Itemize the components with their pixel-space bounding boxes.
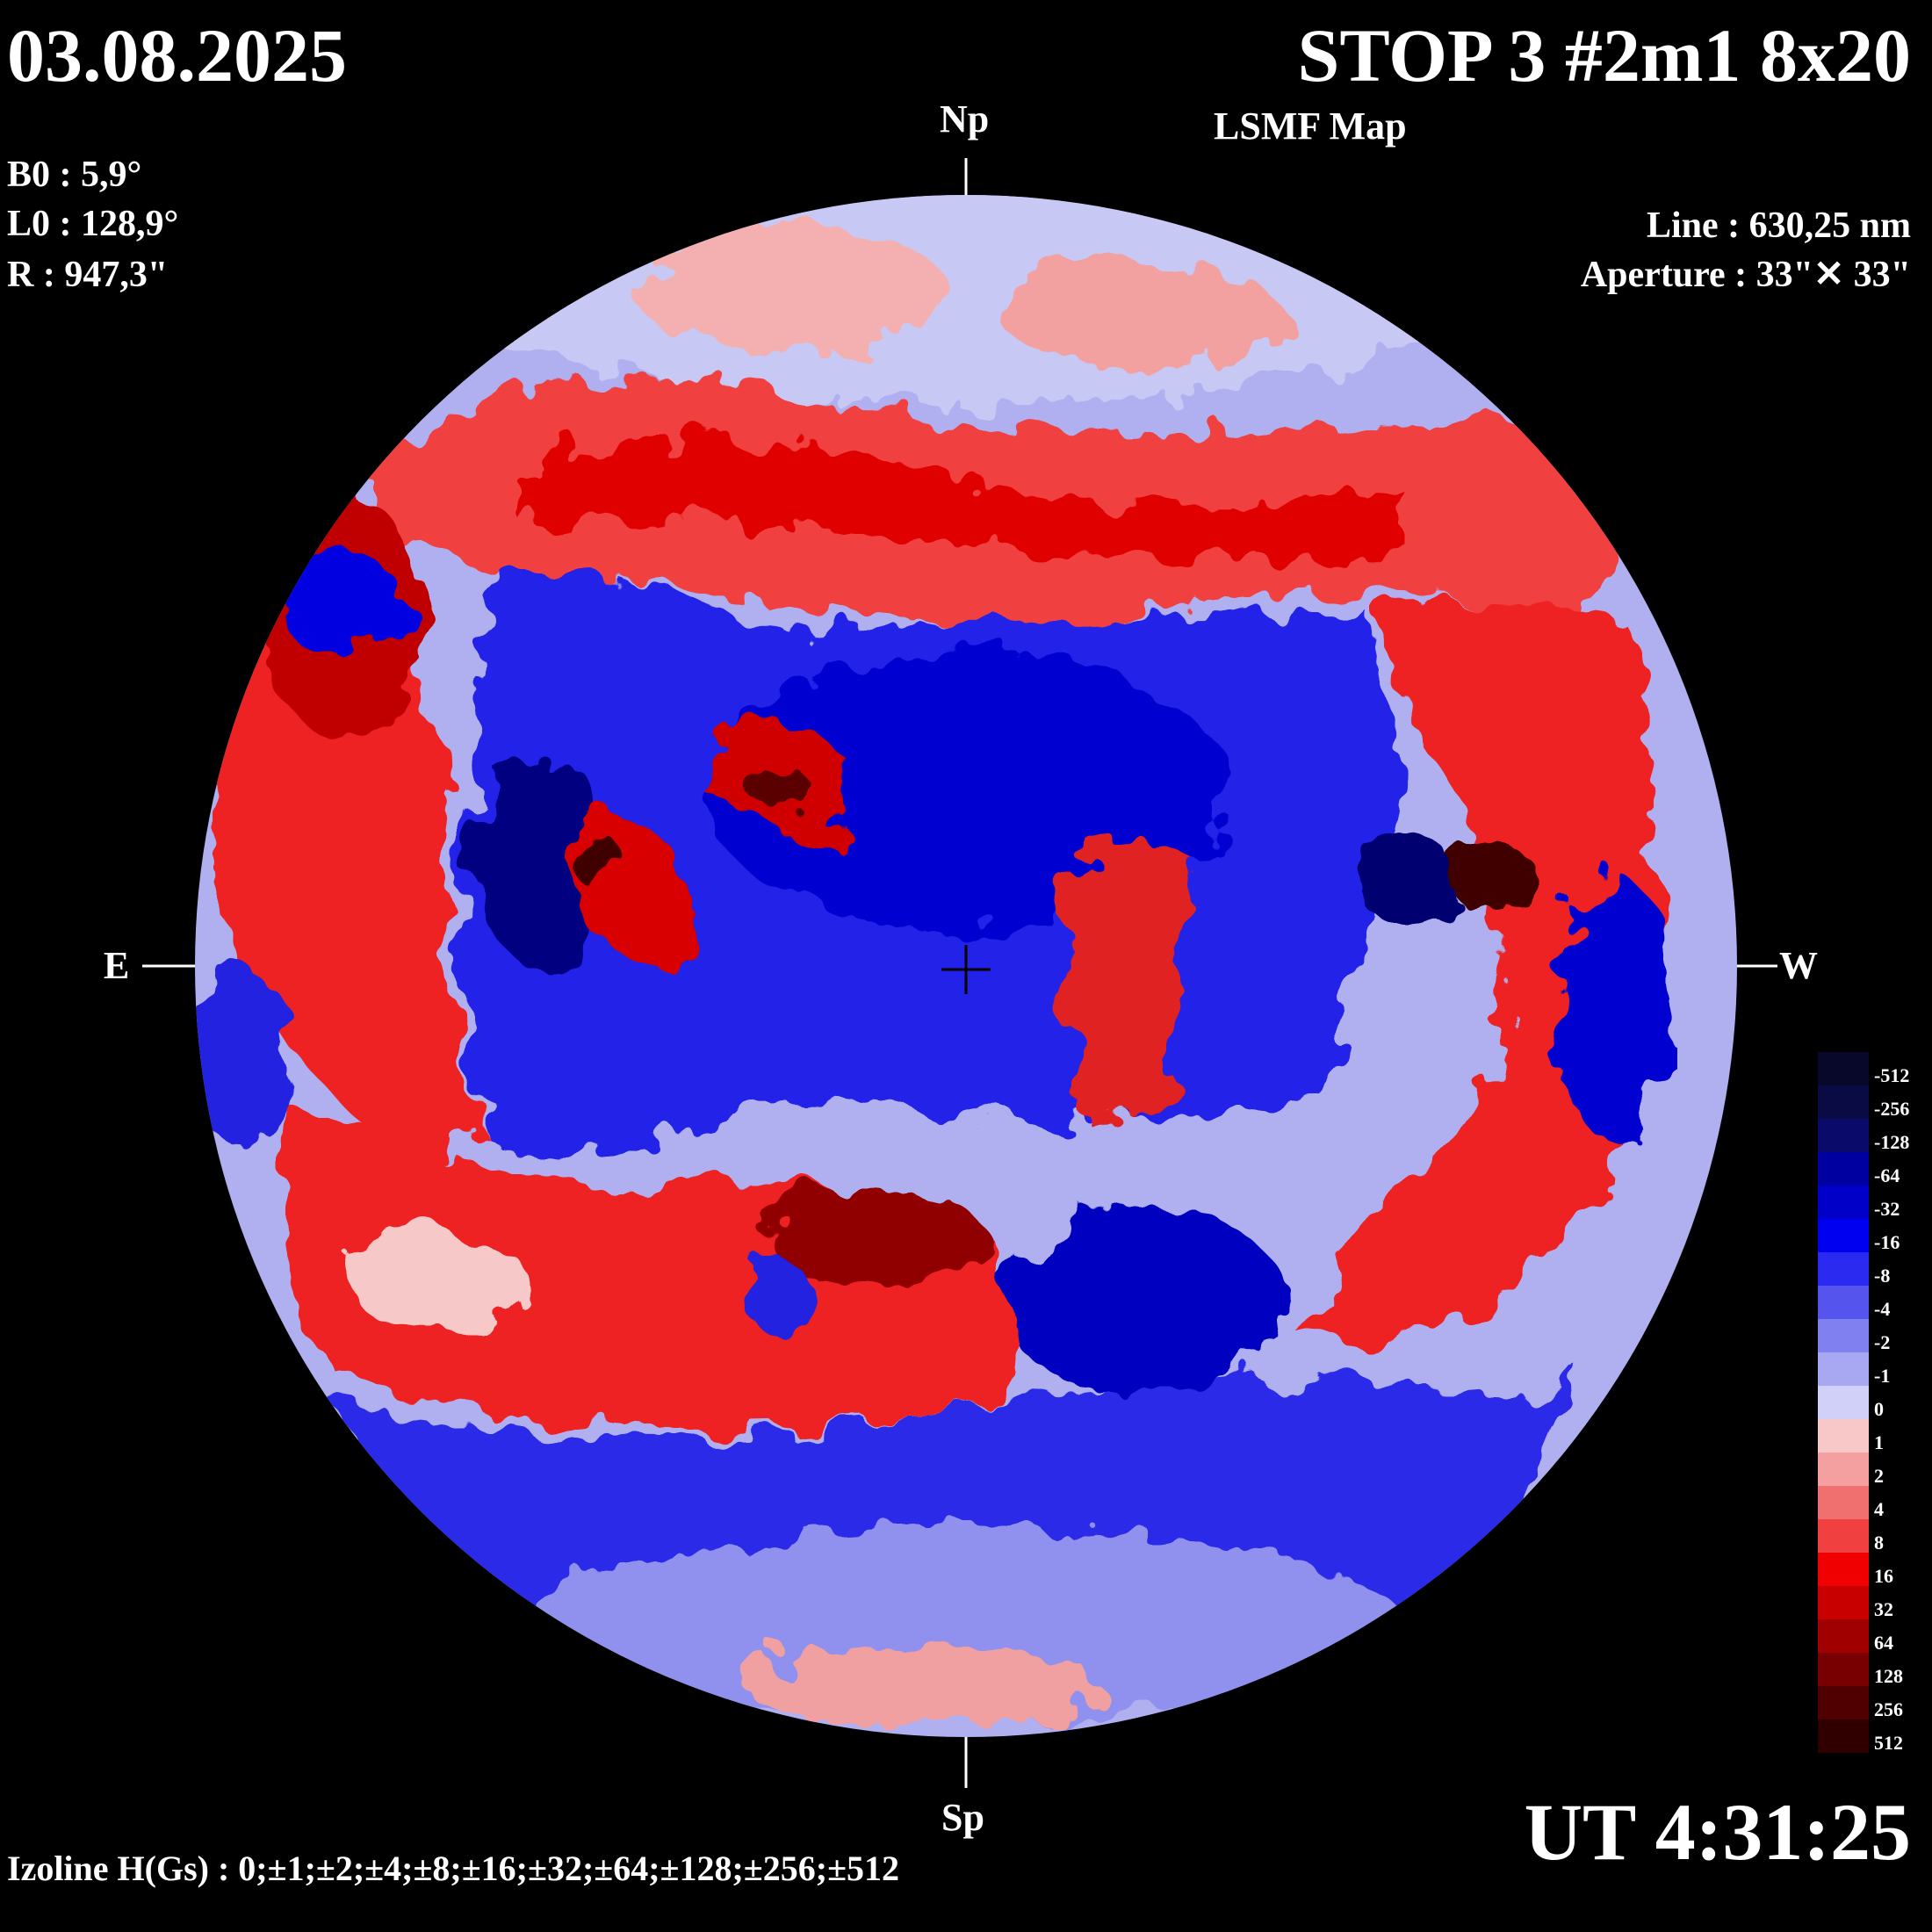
legend-swatch xyxy=(1818,1453,1869,1486)
map-subtitle: LSMF Map xyxy=(1214,105,1407,148)
legend-label: 0 xyxy=(1874,1398,1884,1421)
ut-time: UT 4:31:25 xyxy=(1524,1787,1911,1877)
legend-label: 64 xyxy=(1874,1632,1893,1654)
legend-swatch xyxy=(1818,1052,1869,1085)
legend-swatch xyxy=(1818,1186,1869,1219)
legend-label: -8 xyxy=(1874,1265,1891,1287)
spectral-line: Line : 630,25 nm xyxy=(1646,205,1911,246)
legend-label: -4 xyxy=(1874,1298,1891,1321)
legend-label: 2 xyxy=(1874,1465,1884,1488)
legend-swatch xyxy=(1818,1519,1869,1553)
legend-label: -64 xyxy=(1874,1164,1900,1187)
legend-label: -32 xyxy=(1874,1198,1900,1221)
legend-label: 4 xyxy=(1874,1498,1884,1521)
legend-swatch xyxy=(1818,1319,1869,1352)
legend-swatch xyxy=(1818,1619,1869,1653)
legend-label: 32 xyxy=(1874,1598,1893,1621)
aperture: Aperture : 33"✕ 33" xyxy=(1580,255,1911,295)
legend-swatch xyxy=(1818,1386,1869,1419)
legend-swatch xyxy=(1818,1252,1869,1286)
direction-north: Np xyxy=(940,97,990,141)
legend-swatch xyxy=(1818,1352,1869,1386)
legend-swatch xyxy=(1818,1686,1869,1719)
legend-label: -128 xyxy=(1874,1131,1910,1154)
legend-label: 16 xyxy=(1874,1565,1893,1588)
legend-swatch xyxy=(1818,1419,1869,1453)
izoline-levels: Izoline H(Gs) : 0;±1;±2;±4;±8;±16;±32;±6… xyxy=(7,1849,900,1888)
legend-label: 128 xyxy=(1874,1665,1903,1688)
legend-swatch xyxy=(1818,1085,1869,1119)
legend-label: -16 xyxy=(1874,1231,1900,1254)
legend-swatch xyxy=(1818,1586,1869,1619)
legend-swatch xyxy=(1818,1719,1869,1753)
param-l0: L0 : 128,9° xyxy=(7,204,179,244)
direction-west: W xyxy=(1779,944,1818,987)
legend-label: -256 xyxy=(1874,1098,1910,1121)
legend-label: 8 xyxy=(1874,1532,1884,1554)
legend-label: 1 xyxy=(1874,1431,1884,1454)
legend-swatch xyxy=(1818,1219,1869,1252)
legend-swatch xyxy=(1818,1553,1869,1586)
solar-disk xyxy=(195,195,1737,1737)
observation-date: 03.08.2025 xyxy=(7,13,347,97)
legend-label: -512 xyxy=(1874,1064,1910,1087)
param-b0: B0 : 5,9° xyxy=(7,155,142,195)
direction-east: E xyxy=(104,944,130,987)
direction-south: Sp xyxy=(941,1796,984,1839)
legend-label: 256 xyxy=(1874,1698,1903,1721)
param-r: R : 947,3" xyxy=(7,255,169,295)
legend-label: 512 xyxy=(1874,1732,1903,1755)
legend-swatch xyxy=(1818,1286,1869,1319)
legend-swatch xyxy=(1818,1486,1869,1519)
map-title: STOP 3 #2m1 8x20 xyxy=(1297,13,1911,97)
color-legend xyxy=(1818,1052,1869,1753)
legend-label: -1 xyxy=(1874,1365,1891,1388)
legend-label: -2 xyxy=(1874,1331,1891,1354)
legend-swatch xyxy=(1818,1119,1869,1152)
legend-swatch xyxy=(1818,1152,1869,1186)
legend-swatch xyxy=(1818,1653,1869,1686)
